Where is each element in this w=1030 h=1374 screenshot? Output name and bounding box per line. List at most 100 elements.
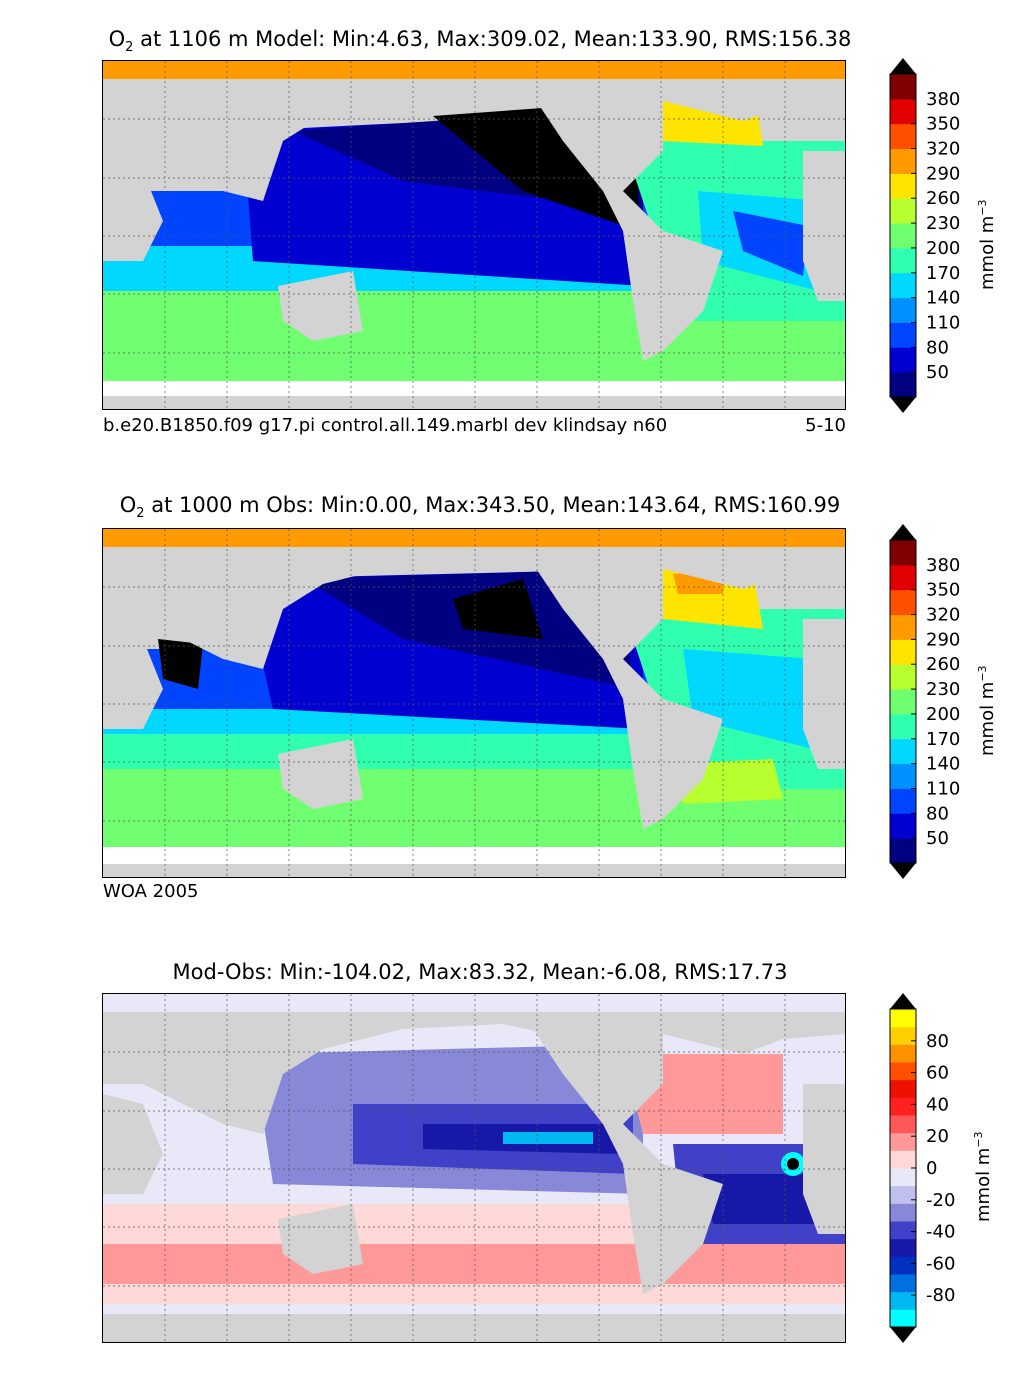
colorbar-tick-label: -60 <box>926 1253 955 1274</box>
panel-title: O2 at 1106 m Model: Min:4.63, Max:309.02… <box>108 27 852 56</box>
colorbar-segment <box>890 297 916 323</box>
colorbar-under-arrow <box>890 863 916 879</box>
land-australia <box>278 271 363 341</box>
ocean-southern-core <box>103 1244 845 1284</box>
colorbar-tick-label: 260 <box>926 654 960 675</box>
years-label: 5-10 <box>805 415 846 436</box>
ocean-omz-arabian <box>158 639 203 689</box>
land-antarctica <box>103 864 845 877</box>
land-americas <box>523 81 723 361</box>
grid-lines <box>103 61 845 409</box>
colorbar-segment <box>890 614 916 640</box>
colorbar-tick-label: 170 <box>926 729 960 750</box>
colorbar-segment <box>890 1044 916 1063</box>
case-label: b.e20.B1850.f09 g17.pi control.all.149.m… <box>103 415 668 436</box>
grid-lines <box>103 994 845 1342</box>
colorbar-tick-label: 60 <box>926 1063 949 1084</box>
colorbar-tick-label: 20 <box>926 1126 949 1147</box>
colorbar-tick-label: 350 <box>926 114 960 135</box>
land-americas <box>523 549 723 829</box>
grid-lines <box>103 529 845 877</box>
ocean-s-atlantic-core <box>703 1174 823 1224</box>
colorbar-segment <box>890 347 916 373</box>
colorbar-tick-label: 140 <box>926 754 960 775</box>
colorbar-segment <box>890 1168 916 1187</box>
land-africa-east <box>803 1084 845 1234</box>
colorbar-segment <box>890 372 916 398</box>
colorbar-under-arrow <box>890 397 916 413</box>
ocean-pacific-eq-min <box>503 1132 593 1144</box>
colorbar-tick-label: 380 <box>926 89 960 110</box>
panel-title: Mod-Obs: Min:-104.02, Max:83.32, Mean:-6… <box>172 960 788 984</box>
obs-map-svg <box>103 529 845 877</box>
colorbar-tick-label: 350 <box>926 580 960 601</box>
colorbar-frame <box>889 539 917 864</box>
colorbar-segment <box>890 1309 916 1328</box>
colorbar-frame <box>889 73 917 398</box>
colorbar-segment <box>890 272 916 299</box>
colorbar-tick-label: 80 <box>926 337 949 358</box>
colorbar-segment <box>890 173 916 199</box>
land-antarctica <box>103 396 845 409</box>
colorbar-segment <box>890 1291 916 1310</box>
land-australia <box>278 1204 363 1274</box>
ocean-arctic <box>103 994 845 1012</box>
colorbar-segment <box>890 788 916 814</box>
ocean-arctic <box>103 61 845 79</box>
colorbar-units: mmol m−3 <box>972 1131 994 1222</box>
colorbar-tick-label: 200 <box>926 238 960 259</box>
land-africa-east <box>803 619 845 769</box>
land-australia <box>278 739 363 809</box>
colorbar-units: mmol m−3 <box>976 199 998 290</box>
colorbar-tick-label: 230 <box>926 213 960 234</box>
colorbar-tick-label: 140 <box>926 288 960 309</box>
colorbar-tick-label: -20 <box>926 1190 955 1211</box>
colorbar-segment <box>890 813 916 839</box>
colorbar-segment <box>890 540 916 566</box>
land-eurasia <box>103 1012 845 1134</box>
ocean-arctic <box>103 529 845 547</box>
source-label: WOA 2005 <box>103 881 199 902</box>
diff-map-svg <box>103 994 845 1342</box>
land-antarctica <box>103 1314 845 1342</box>
colorbar-segment <box>890 1221 916 1240</box>
colorbar-tick-label: 200 <box>926 704 960 725</box>
colorbar-segment <box>890 589 916 616</box>
land-eurasia <box>103 79 845 201</box>
colorbar-segment <box>890 1115 916 1134</box>
colorbar-tick-label: 320 <box>926 605 960 626</box>
colorbar-segment <box>890 763 916 789</box>
colorbar-segment <box>890 1150 916 1169</box>
colorbar-tick-label: 260 <box>926 188 960 209</box>
colorbar-segment <box>890 689 916 715</box>
colorbar-model: 50 80 110 140 170 200 230 260 290 320 350 380 <box>889 58 960 413</box>
colorbar-tick-label: 290 <box>926 163 960 184</box>
colorbar-segment <box>890 1026 916 1045</box>
colorbar-segment <box>890 1097 916 1116</box>
colorbar-over-arrow <box>890 993 916 1009</box>
colorbar-tick-label: 40 <box>926 1094 949 1115</box>
colorbar-segment <box>890 1238 916 1257</box>
colorbar-over-arrow <box>890 58 916 74</box>
colorbar-segment <box>890 1203 916 1222</box>
colorbar-segment <box>890 664 916 690</box>
ocean-guinea-core <box>787 1158 799 1170</box>
colorbar-tick-label: 50 <box>926 362 949 383</box>
colorbar-tick-label: 80 <box>926 803 949 824</box>
colorbar-segment <box>890 1009 916 1028</box>
colorbar-obs: 50 80 110 140 170 200 230 260 290 320 350 380 <box>889 524 960 879</box>
colorbar-tick-label: -80 <box>926 1285 955 1306</box>
colorbar-segment <box>890 1132 916 1151</box>
panel-title: O2 at 1000 m Obs: Min:0.00, Max:343.50, … <box>119 493 841 522</box>
colorbar-tick-label: 380 <box>926 555 960 576</box>
colorbar-diff: -80 -60 -40 -20 0 20 40 60 80 <box>889 993 955 1343</box>
colorbar-tick-label: 170 <box>926 263 960 284</box>
colorbar-tick-label: -40 <box>926 1222 955 1243</box>
colorbar-segment <box>890 98 916 125</box>
colorbar-segment <box>890 322 916 348</box>
colorbar-segment <box>890 639 916 665</box>
colorbar-segment <box>890 247 916 274</box>
colorbar-segment <box>890 223 916 249</box>
colorbar-segment <box>890 198 916 224</box>
diff-map <box>102 993 846 1343</box>
